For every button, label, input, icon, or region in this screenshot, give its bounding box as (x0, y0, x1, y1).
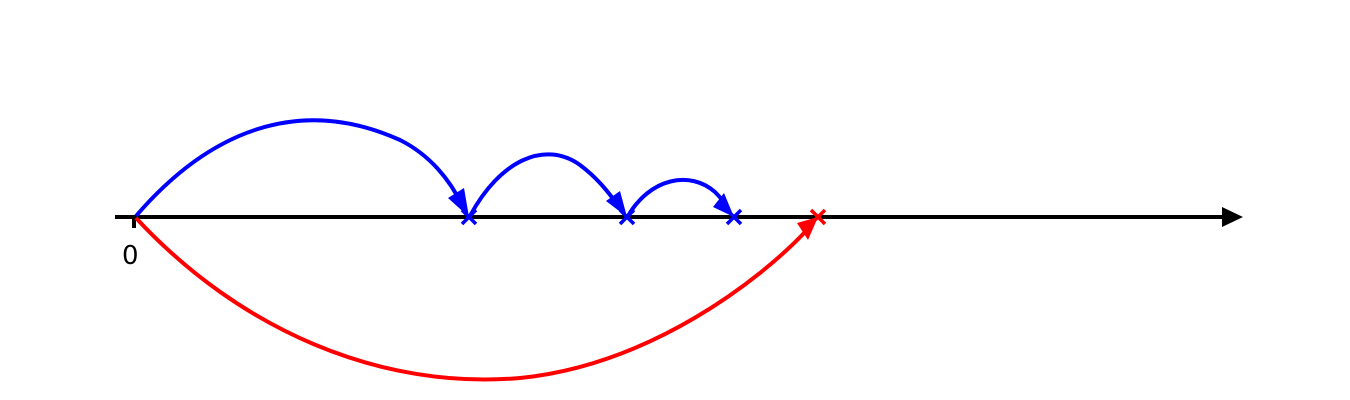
cross-mark-icon (618, 208, 636, 226)
cross-mark-icon (460, 208, 478, 226)
blue-jump-2 (468, 152, 620, 217)
blue-jump-1 (134, 118, 464, 218)
cross-mark-icon (809, 208, 827, 226)
blue-jump-3 (626, 177, 728, 218)
red-jump (134, 216, 808, 382)
cross-mark-icon (725, 208, 743, 226)
axis-arrowhead-icon (1222, 207, 1243, 227)
origin-label: 0 (122, 241, 139, 271)
